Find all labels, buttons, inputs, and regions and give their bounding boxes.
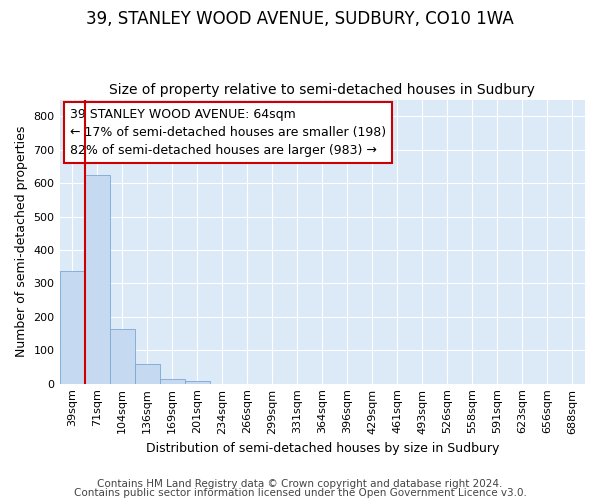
Bar (160, 378, 185, 384)
Y-axis label: Number of semi-detached properties: Number of semi-detached properties (15, 126, 28, 358)
Bar (185, 381, 209, 384)
Bar (85, 175, 110, 384)
Title: Size of property relative to semi-detached houses in Sudbury: Size of property relative to semi-detach… (109, 83, 535, 97)
Bar (59, 270, 85, 384)
Bar (110, 329, 134, 384)
Text: 39 STANLEY WOOD AVENUE: 64sqm
← 17% of semi-detached houses are smaller (198)
82: 39 STANLEY WOOD AVENUE: 64sqm ← 17% of s… (70, 108, 386, 157)
X-axis label: Distribution of semi-detached houses by size in Sudbury: Distribution of semi-detached houses by … (146, 442, 499, 455)
Text: Contains public sector information licensed under the Open Government Licence v3: Contains public sector information licen… (74, 488, 526, 498)
Bar (134, 364, 160, 384)
Text: 39, STANLEY WOOD AVENUE, SUDBURY, CO10 1WA: 39, STANLEY WOOD AVENUE, SUDBURY, CO10 1… (86, 10, 514, 28)
Text: Contains HM Land Registry data © Crown copyright and database right 2024.: Contains HM Land Registry data © Crown c… (97, 479, 503, 489)
